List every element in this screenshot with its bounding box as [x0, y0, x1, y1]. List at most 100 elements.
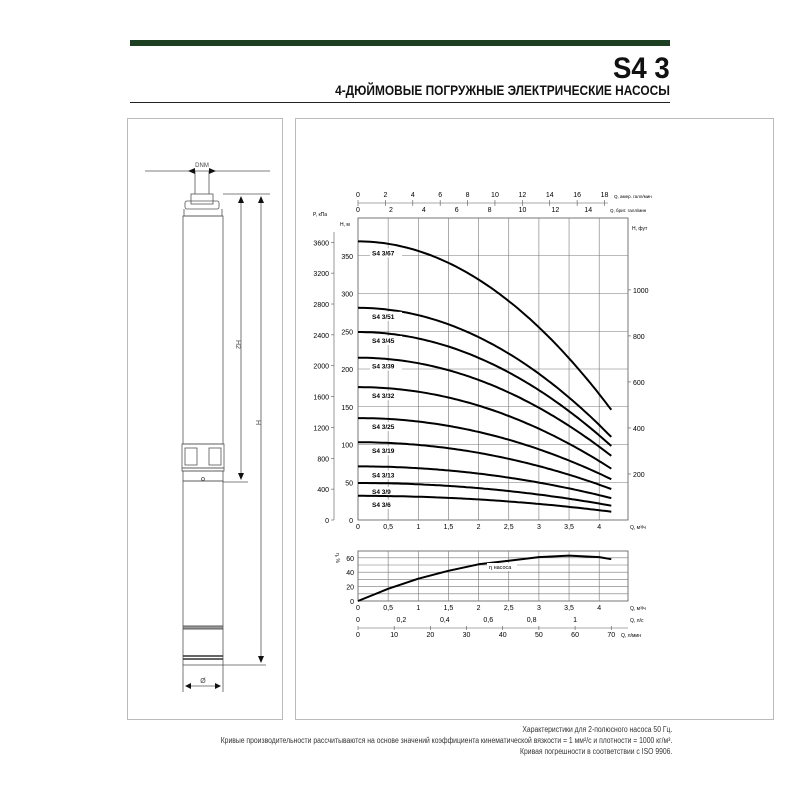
us-gpm-tick-label: 2 [383, 192, 387, 199]
x-tick-label: 1,5 [444, 524, 454, 531]
footnote-viscosity: Кривые производительности рассчитываются… [220, 736, 672, 745]
eff-x-tick-label: 4 [597, 605, 601, 612]
eff-x-tick-label: 2,5 [504, 605, 514, 612]
curve-s4-3-13 [358, 465, 612, 500]
imp-gpm-tick-label: 14 [584, 207, 592, 214]
eff-x-tick-label: 3 [537, 605, 541, 612]
lmin-tick-label: 30 [463, 632, 471, 639]
header-divider [130, 102, 670, 103]
suction-window-left [184, 447, 198, 466]
curve-label: S4 3/9 [372, 489, 391, 496]
y-tick-label: 50 [345, 480, 353, 487]
feet-tick-label: 400 [633, 426, 645, 433]
feet-tick-label: 200 [633, 472, 645, 479]
pressure-tick-label: 800 [317, 456, 329, 463]
pressure-tick-label: 1600 [313, 395, 329, 402]
curve-s4-3-9 [358, 482, 612, 507]
curve-label: S4 3/25 [372, 424, 395, 431]
curve-s4-3-51 [357, 306, 612, 438]
feet-tick-label: 800 [633, 334, 645, 341]
ls-tick-label: 0,6 [483, 617, 493, 624]
curve-s4-3-19 [358, 441, 612, 490]
ls-tick-label: 1 [573, 617, 577, 624]
feet-axis-label: H, фут [632, 226, 648, 232]
us-gpm-tick-label: 16 [573, 192, 581, 199]
dnm-arrows [188, 168, 216, 174]
eff-x-tick-label: 0,5 [383, 605, 393, 612]
page-subtitle: 4-ДЮЙМОВЫЕ ПОГРУЖНЫЕ ЭЛЕКТРИЧЕСКИЕ НАСОС… [335, 82, 670, 98]
pressure-tick-label: 3600 [313, 240, 329, 247]
curve-label: S4 3/32 [372, 393, 395, 400]
lmin-axis-label: Q, л/мин [621, 633, 641, 639]
imp-gpm-tick-label: 12 [551, 207, 559, 214]
lmin-tick-label: 0 [356, 632, 360, 639]
ls-tick-label: 0,2 [397, 617, 407, 624]
eff-x-tick-label: 0 [356, 605, 360, 612]
y-tick-label: 150 [341, 405, 353, 412]
x-tick-label: 3 [537, 524, 541, 531]
efficiency-curve-label: η насоса [489, 565, 512, 571]
lmin-tick-label: 60 [571, 632, 579, 639]
x-tick-label: 2 [477, 524, 481, 531]
curve-label: S4 3/6 [372, 502, 391, 509]
eff-y-tick-label: 40 [346, 570, 354, 577]
curve-label-bg [370, 248, 402, 258]
lmin-tick-label: 70 [607, 632, 615, 639]
x-axis-label: Q, м³/ч [630, 525, 646, 531]
dnm-label: DNM [195, 163, 209, 169]
ls-tick-label: 0,4 [440, 617, 450, 624]
ls-tick-label: 0,8 [527, 617, 537, 624]
eff-x-tick-label: 1 [416, 605, 420, 612]
efficiency-curve [357, 554, 612, 602]
eff-x-tick-label: 2 [477, 605, 481, 612]
x-tick-label: 0 [356, 524, 360, 531]
lmin-tick-label: 40 [499, 632, 507, 639]
curve-label-bg [370, 391, 402, 401]
outlet-flange [184, 200, 220, 210]
x-tick-label: 1 [416, 524, 420, 531]
pressure-tick-label: 3200 [313, 271, 329, 278]
footnotes: Характеристики для 2-полюсного насоса 50… [141, 724, 672, 757]
y-tick-label: 300 [341, 292, 353, 299]
curve-s4-3-45 [358, 331, 612, 447]
us-gpm-axis-label: Q, амер. галл/мин [614, 194, 652, 199]
efficiency-chart: 0 20 40 60 0 0,5 1 1,5 2 2,5 3 3,5 4 Q, м³/ч η, % 0 0,2 0… [334, 550, 646, 639]
us-gpm-tick-label: 0 [356, 192, 360, 199]
x-tick-label: 0,5 [383, 524, 393, 531]
curve-s4-3-39 [358, 356, 612, 457]
curve-s4-3-32 [358, 386, 612, 470]
curve-label: S4 3/67 [372, 250, 395, 257]
outlet-head [190, 193, 214, 205]
efficiency-label-bg [487, 563, 517, 571]
eff-x-tick-label: 3,5 [564, 605, 574, 612]
imp-gpm-tick-label: 2 [389, 207, 393, 214]
y-tick-label: 200 [341, 367, 353, 374]
model-title: S4 3 [613, 52, 670, 85]
header-accent-bar [130, 40, 670, 46]
us-gpm-tick-label: 18 [601, 192, 609, 199]
drawing-panel [127, 118, 283, 720]
curve-label-bg [370, 336, 402, 346]
eff-y-tick-label: 20 [346, 585, 354, 592]
suction-window-right [208, 447, 222, 466]
y-tick-label: 250 [341, 329, 353, 336]
curve-label: S4 3/39 [372, 364, 395, 371]
h2-label: H2 [234, 340, 241, 349]
y-tick-label: 0 [349, 518, 353, 525]
pressure-tick-label: 1200 [313, 425, 329, 432]
us-gpm-tick-label: 12 [518, 192, 526, 199]
x-tick-label: 4 [597, 524, 601, 531]
y-tick-label: 100 [341, 443, 353, 450]
eff-x-tick-label: 1,5 [444, 605, 454, 612]
footnote-tolerance: Кривая погрешности в соответствии с ISO … [519, 747, 672, 756]
eff-plot-frame [357, 550, 629, 602]
x-tick-label: 3,5 [564, 524, 574, 531]
head-curve-chart: 0 0,5 1 1,5 2 2,5 3 3,5 4050100150200250300350Q,… [313, 192, 652, 531]
curve-label-bg [370, 487, 402, 497]
eff-y-axis-label: η, % [334, 553, 340, 564]
h-label: H [254, 420, 261, 425]
us-gpm-tick-label: 8 [466, 192, 470, 199]
feet-tick-label: 600 [633, 380, 645, 387]
